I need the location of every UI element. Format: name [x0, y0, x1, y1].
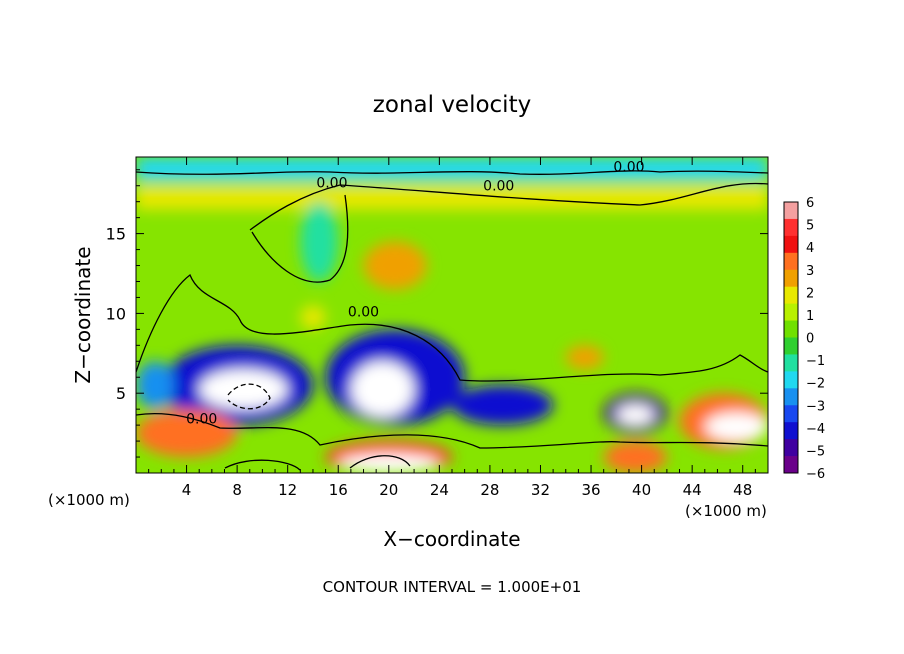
contour-line-upper-lobe — [251, 194, 349, 283]
colorbar-swatch-15 — [784, 456, 798, 474]
x-tick-label-7: 32 — [531, 481, 550, 499]
field-blob-13 — [704, 412, 768, 442]
zero-contours — [136, 170, 768, 471]
contour-line-mid — [136, 273, 768, 382]
contour-line-top — [136, 170, 768, 175]
colorbar-swatch-2 — [784, 235, 798, 254]
x-tick-label-11: 48 — [733, 481, 752, 499]
colorbar-frame — [783, 201, 799, 474]
colorbar-tick-label-7: −1 — [806, 354, 825, 369]
field-blob-2 — [300, 201, 339, 282]
x-axis-label: X−coordinate — [383, 527, 520, 551]
field-blob-4 — [300, 305, 326, 330]
field-blob-8 — [350, 361, 415, 418]
colorbar-tick-label-2: 4 — [806, 241, 814, 256]
contour-label-2: 0.00 — [483, 179, 514, 195]
field-band-0 — [136, 157, 768, 181]
colorbar-swatch-0 — [784, 202, 798, 220]
colorbar-swatch-11 — [784, 388, 798, 406]
x-tick-label-10: 44 — [683, 481, 702, 499]
colorbar-swatch-3 — [784, 252, 798, 271]
velocity-field-regions — [136, 157, 768, 473]
colorbar-swatch-14 — [784, 439, 798, 457]
field-blob-3 — [363, 241, 427, 290]
colorbar-swatch-13 — [784, 422, 798, 440]
colorbar-swatch-9 — [784, 354, 798, 372]
field-blob-14 — [136, 409, 238, 458]
colorbar: 6 5 4 3 2 1 0 −1 −2 −3 −4 −5 −6 — [783, 196, 825, 482]
contour-line-upper — [249, 182, 768, 231]
y-tick-label-0: 5 — [116, 384, 126, 403]
contour-line-dashed — [227, 383, 271, 410]
field-blob-11 — [616, 404, 655, 426]
contour-label-4: 0.00 — [348, 305, 379, 321]
field-blob-17 — [603, 441, 667, 473]
x-tick-label-8: 36 — [581, 481, 600, 499]
x-tick-label-5: 24 — [430, 481, 449, 499]
field-blob-9 — [452, 385, 554, 426]
field-blob-16 — [338, 453, 440, 473]
x-tick-label-1: 8 — [232, 481, 242, 499]
colorbar-tick-label-8: −2 — [806, 377, 825, 392]
colorbar-swatch-8 — [784, 337, 798, 355]
colorbar-swatch-7 — [784, 320, 798, 338]
x-tick-label-9: 40 — [632, 481, 651, 499]
colorbar-tick-label-11: −5 — [806, 444, 825, 459]
colorbar-swatch-1 — [784, 218, 798, 237]
x-tick-label-2: 12 — [278, 481, 297, 499]
contour-line-lower — [136, 413, 768, 449]
colorbar-swatch-6 — [784, 303, 798, 322]
field-blob-6 — [199, 369, 288, 410]
colorbar-tick-label-12: −6 — [806, 467, 825, 482]
colorbar-tick-label-9: −3 — [806, 399, 825, 414]
y-tick-label-2: 15 — [106, 225, 126, 244]
field-blob-19 — [136, 361, 174, 410]
colorbar-swatch-5 — [784, 286, 798, 305]
contour-label-1: 0.00 — [316, 175, 347, 191]
x-unit-right: (×1000 m) — [685, 502, 767, 520]
contour-label-3: 0.00 — [613, 159, 644, 175]
colorbar-tick-label-5: 1 — [806, 309, 814, 324]
contour-line-bottom — [224, 455, 411, 471]
colorbar-swatch-10 — [784, 371, 798, 389]
colorbar-swatch-12 — [784, 405, 798, 423]
y-tick-label-1: 10 — [106, 304, 126, 323]
field-band-1 — [136, 185, 768, 210]
x-tick-label-6: 28 — [480, 481, 499, 499]
x-unit-left: (×1000 m) — [48, 491, 130, 509]
contour-interval-footer: CONTOUR INTERVAL = 1.000E+01 — [323, 578, 582, 596]
colorbar-tick-label-4: 2 — [806, 286, 814, 301]
contour-label-0: 0.00 — [186, 412, 217, 428]
y-axis-label: Z−coordinate — [71, 246, 95, 383]
plot-area: 0.00 0.00 0.00 0.00 0.00 — [136, 157, 768, 473]
x-tick-label-0: 4 — [182, 481, 192, 499]
field-blob-18 — [565, 345, 604, 370]
contour-labels: 0.00 0.00 0.00 0.00 0.00 — [186, 159, 644, 427]
x-tick-label-4: 20 — [379, 481, 398, 499]
colorbar-tick-label-3: 3 — [806, 264, 814, 279]
colorbar-tick-label-1: 5 — [806, 219, 814, 234]
colorbar-tick-label-0: 6 — [806, 196, 814, 211]
colorbar-tick-label-6: 0 — [806, 332, 814, 347]
chart-title: zonal velocity — [373, 92, 531, 118]
x-tick-label-3: 16 — [329, 481, 348, 499]
colorbar-swatch-4 — [784, 269, 798, 288]
colorbar-tick-label-10: −4 — [806, 422, 825, 437]
